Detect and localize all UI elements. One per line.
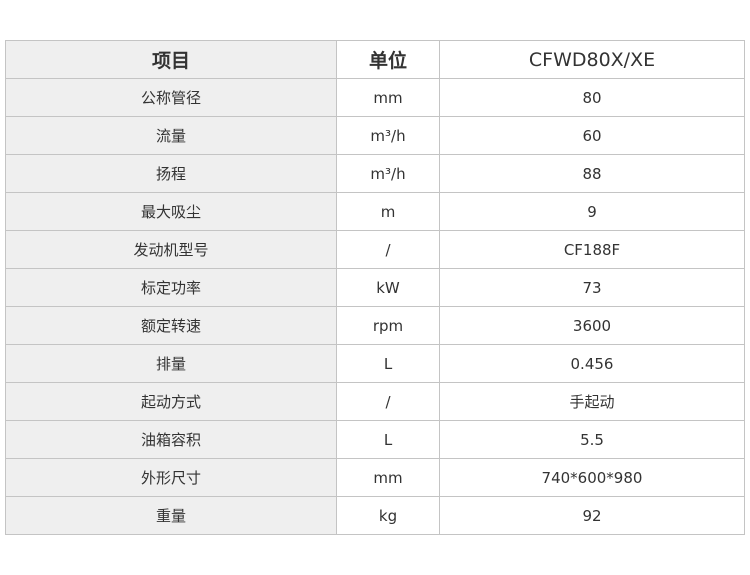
table-header-row: 项目 单位 CFWD80X/XE [5, 40, 745, 79]
cell-unit: mm [336, 458, 440, 497]
table-row: 排量 L 0.456 [5, 344, 745, 383]
cell-unit: kW [336, 268, 440, 307]
cell-item: 重量 [5, 496, 337, 535]
cell-unit: rpm [336, 306, 440, 345]
cell-item: 公称管径 [5, 78, 337, 117]
table-row: 公称管径 mm 80 [5, 78, 745, 117]
spec-table: 项目 单位 CFWD80X/XE 公称管径 mm 80 流量 m³/h 60 扬程 m³/h 8… [5, 40, 745, 535]
cell-item: 起动方式 [5, 382, 337, 421]
header-model: CFWD80X/XE [439, 40, 745, 79]
cell-item: 外形尺寸 [5, 458, 337, 497]
cell-value: 73 [439, 268, 745, 307]
cell-unit: kg [336, 496, 440, 535]
cell-value: 92 [439, 496, 745, 535]
cell-value: 740*600*980 [439, 458, 745, 497]
cell-value: 3600 [439, 306, 745, 345]
table-row: 外形尺寸 mm 740*600*980 [5, 458, 745, 497]
table-row: 额定转速 rpm 3600 [5, 306, 745, 345]
table-row: 标定功率 kW 73 [5, 268, 745, 307]
cell-unit: / [336, 230, 440, 269]
cell-unit: / [336, 382, 440, 421]
cell-item: 流量 [5, 116, 337, 155]
cell-value: 80 [439, 78, 745, 117]
table-row: 流量 m³/h 60 [5, 116, 745, 155]
cell-unit: mm [336, 78, 440, 117]
cell-value: 5.5 [439, 420, 745, 459]
table-row: 发动机型号 / CF188F [5, 230, 745, 269]
table-row: 起动方式 / 手起动 [5, 382, 745, 421]
cell-value: 9 [439, 192, 745, 231]
cell-unit: L [336, 344, 440, 383]
cell-value: CF188F [439, 230, 745, 269]
cell-item: 扬程 [5, 154, 337, 193]
cell-item: 最大吸尘 [5, 192, 337, 231]
cell-unit: m³/h [336, 154, 440, 193]
table-row: 最大吸尘 m 9 [5, 192, 745, 231]
cell-value: 88 [439, 154, 745, 193]
header-unit: 单位 [336, 40, 440, 79]
cell-value: 60 [439, 116, 745, 155]
cell-unit: m [336, 192, 440, 231]
cell-item: 发动机型号 [5, 230, 337, 269]
table-row: 油箱容积 L 5.5 [5, 420, 745, 459]
cell-item: 额定转速 [5, 306, 337, 345]
cell-item: 油箱容积 [5, 420, 337, 459]
header-item: 项目 [5, 40, 337, 79]
cell-unit: m³/h [336, 116, 440, 155]
cell-value: 手起动 [439, 382, 745, 421]
cell-item: 标定功率 [5, 268, 337, 307]
cell-item: 排量 [5, 344, 337, 383]
cell-value: 0.456 [439, 344, 745, 383]
table-row: 扬程 m³/h 88 [5, 154, 745, 193]
cell-unit: L [336, 420, 440, 459]
table-row: 重量 kg 92 [5, 496, 745, 535]
